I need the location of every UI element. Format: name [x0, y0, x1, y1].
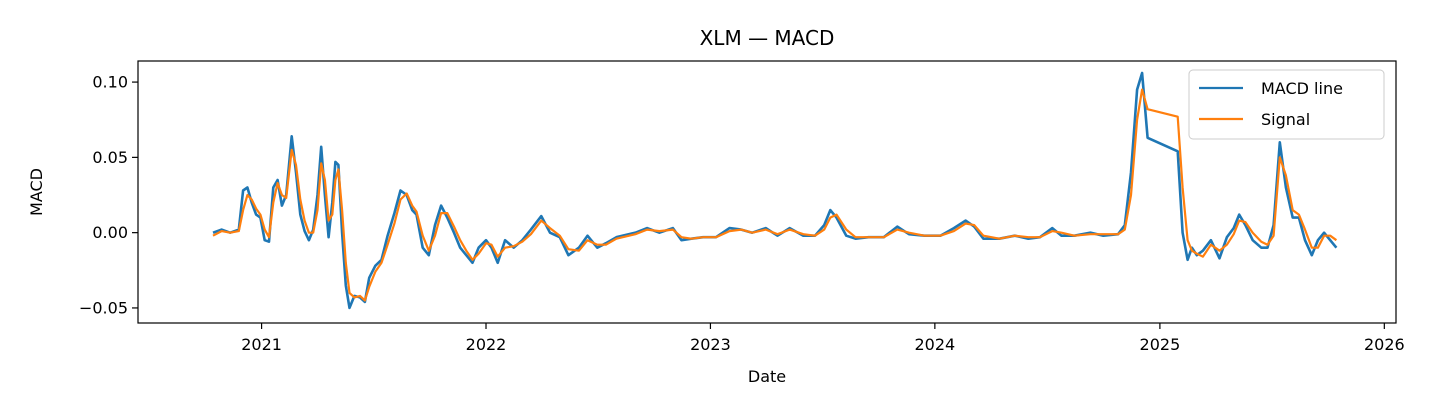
x-axis: 2021 2022 2023 2024 2025 2026 — [241, 323, 1405, 354]
y-tick-label: −0.05 — [79, 298, 128, 317]
y-axis: −0.05 0.00 0.05 0.10 — [79, 73, 138, 317]
chart-title: XLM — MACD — [700, 26, 835, 50]
y-tick-label: 0.00 — [92, 223, 128, 242]
x-axis-label: Date — [748, 367, 786, 386]
x-tick-label: 2022 — [466, 335, 507, 354]
plot-frame — [137, 60, 1397, 324]
y-axis-label: MACD — [27, 168, 46, 216]
plot-area — [212, 71, 1338, 310]
legend: MACD line Signal — [1188, 69, 1385, 140]
x-tick-label: 2025 — [1140, 335, 1181, 354]
x-tick-label: 2021 — [241, 335, 282, 354]
x-tick-label: 2026 — [1364, 335, 1405, 354]
y-tick-label: 0.05 — [92, 148, 128, 167]
series-line-signal — [212, 88, 1338, 302]
series-line-macd-line — [212, 71, 1338, 310]
legend-label-macd-line: MACD line — [1261, 79, 1343, 98]
y-tick-label: 0.10 — [92, 73, 128, 92]
series-layer — [212, 71, 1338, 310]
legend-label-signal: Signal — [1261, 110, 1310, 129]
x-tick-label: 2023 — [690, 335, 731, 354]
x-tick-label: 2024 — [914, 335, 955, 354]
